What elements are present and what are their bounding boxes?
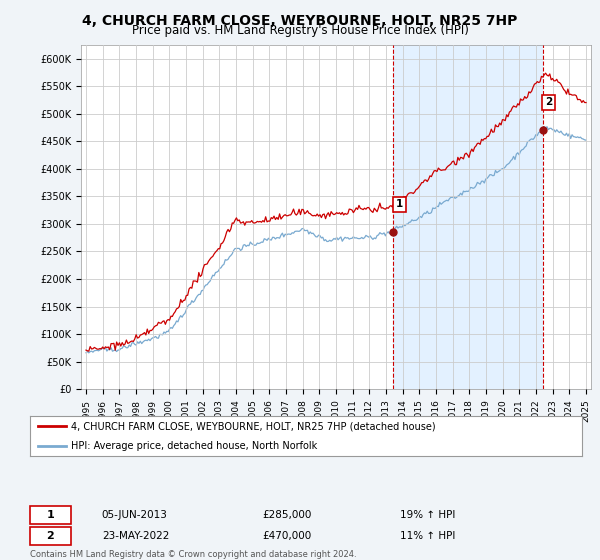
Text: £470,000: £470,000 xyxy=(262,531,311,542)
Text: Price paid vs. HM Land Registry's House Price Index (HPI): Price paid vs. HM Land Registry's House … xyxy=(131,24,469,37)
Text: 1: 1 xyxy=(395,199,403,209)
Text: 2: 2 xyxy=(47,531,54,542)
FancyBboxPatch shape xyxy=(30,506,71,524)
Text: 4, CHURCH FARM CLOSE, WEYBOURNE, HOLT, NR25 7HP (detached house): 4, CHURCH FARM CLOSE, WEYBOURNE, HOLT, N… xyxy=(71,421,436,431)
Text: 1: 1 xyxy=(47,510,54,520)
Text: 05-JUN-2013: 05-JUN-2013 xyxy=(102,510,167,520)
Text: 4, CHURCH FARM CLOSE, WEYBOURNE, HOLT, NR25 7HP: 4, CHURCH FARM CLOSE, WEYBOURNE, HOLT, N… xyxy=(82,14,518,28)
Text: 2: 2 xyxy=(545,97,552,108)
Text: 11% ↑ HPI: 11% ↑ HPI xyxy=(400,531,455,542)
Text: 23-MAY-2022: 23-MAY-2022 xyxy=(102,531,169,542)
Text: Contains HM Land Registry data © Crown copyright and database right 2024.
This d: Contains HM Land Registry data © Crown c… xyxy=(30,550,356,560)
FancyBboxPatch shape xyxy=(30,528,71,545)
Text: £285,000: £285,000 xyxy=(262,510,311,520)
Bar xyxy=(393,45,542,389)
Text: HPI: Average price, detached house, North Norfolk: HPI: Average price, detached house, Nort… xyxy=(71,441,317,451)
Text: 19% ↑ HPI: 19% ↑ HPI xyxy=(400,510,455,520)
